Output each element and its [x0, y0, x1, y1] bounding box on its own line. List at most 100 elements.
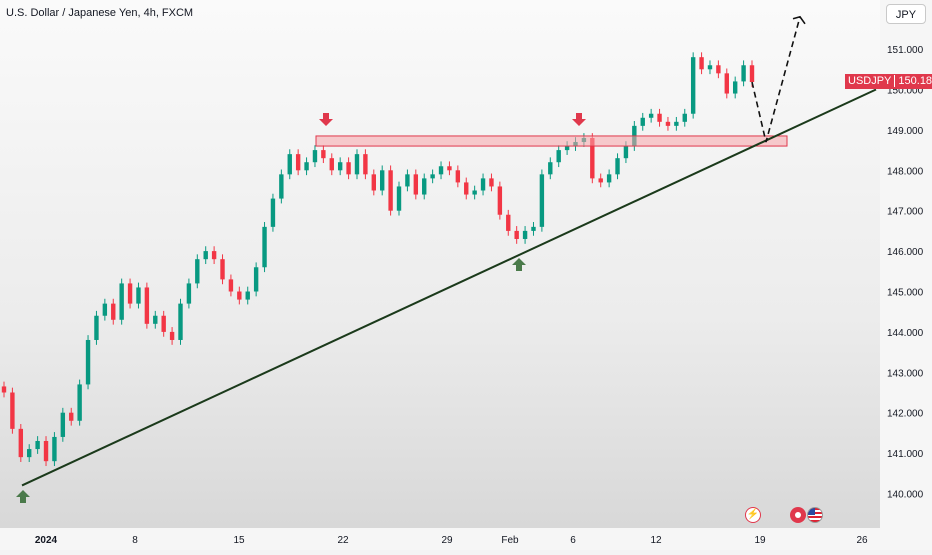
time-scale[interactable]: 2024 8 15 22 29 Feb 6 12 19 26	[0, 528, 932, 550]
candle-body	[119, 283, 124, 320]
candle-body	[102, 303, 108, 316]
up-arrow-icon	[512, 258, 526, 271]
candle-body	[211, 251, 217, 260]
y-tick-label: 143.000	[887, 368, 924, 379]
y-tick-label: 141.000	[887, 449, 924, 460]
y-tick-label: 150.000	[887, 86, 924, 97]
candle-body	[312, 150, 318, 163]
candle-body	[178, 303, 183, 340]
resistance-zone	[315, 135, 788, 147]
y-tick-label: 148.000	[887, 166, 924, 177]
projection-path	[751, 16, 801, 143]
candle-body	[464, 182, 469, 195]
y-tick-label: 140.000	[887, 490, 924, 501]
candle-body	[564, 146, 570, 151]
up-arrow-icon	[16, 490, 30, 503]
y-tick-label: 144.000	[887, 328, 924, 339]
candle-body	[346, 162, 351, 175]
price-axis: 140.000 141.000 142.000 143.000 144.000 145.0…	[887, 45, 924, 501]
candle-body	[623, 146, 629, 159]
x-tick-label: 2024	[35, 535, 58, 546]
candle-body	[497, 186, 503, 215]
x-tick-label: 8	[132, 535, 138, 546]
candle-body	[405, 174, 410, 187]
candle-body	[447, 166, 452, 171]
x-tick-label: 26	[856, 535, 868, 546]
candle-body	[60, 412, 66, 437]
candle-body	[287, 154, 292, 175]
candle-body	[136, 287, 141, 304]
last-price-label: 150.185	[898, 75, 932, 87]
candle-body	[195, 259, 200, 284]
x-tick-label: Feb	[501, 535, 519, 546]
candle-body	[690, 57, 696, 114]
candle-body	[279, 174, 284, 199]
y-tick-label: 147.000	[887, 207, 924, 218]
candle-body	[304, 162, 309, 171]
candle-body	[237, 291, 242, 300]
candle-body	[1, 386, 7, 393]
down-arrow-icon	[319, 113, 333, 126]
currency-button[interactable]: JPY	[886, 4, 926, 24]
candle-body	[657, 113, 662, 122]
candle-body	[169, 331, 175, 340]
candle-body	[522, 230, 528, 239]
flash-icon[interactable]: ⚡	[745, 507, 761, 523]
candle-body	[27, 449, 32, 458]
candle-body	[531, 226, 536, 231]
candle-body	[648, 113, 654, 118]
candle-body	[262, 226, 267, 268]
candle-body	[35, 440, 40, 450]
price-chart[interactable]	[0, 0, 880, 528]
candle-body	[94, 315, 99, 340]
candle-body	[455, 170, 461, 183]
us-flag-icon[interactable]	[807, 507, 823, 523]
candle-body	[732, 81, 738, 94]
chart-area[interactable]	[0, 0, 880, 528]
candle-body	[741, 65, 746, 82]
candle-body	[682, 113, 687, 122]
candle-body	[77, 384, 82, 421]
y-tick-label: 145.000	[887, 288, 924, 299]
candle-body	[472, 190, 477, 195]
x-tick-label: 15	[233, 535, 245, 546]
candle-body	[489, 178, 494, 187]
y-tick-label: 146.000	[887, 247, 924, 258]
candle-body	[556, 150, 561, 163]
projection-arrowhead	[792, 15, 806, 25]
record-icon[interactable]	[790, 507, 806, 523]
candle-body	[422, 178, 427, 195]
y-tick-label: 151.000	[887, 45, 924, 56]
candle-body	[337, 162, 343, 171]
candle-body	[321, 150, 326, 159]
candle-body	[85, 339, 91, 385]
candle-body	[388, 170, 393, 211]
candle-body	[43, 440, 49, 462]
candle-body	[270, 198, 276, 227]
candle-body	[724, 73, 729, 94]
candle-body	[363, 154, 368, 175]
x-tick-label: 22	[337, 535, 349, 546]
candle-body	[590, 137, 595, 179]
candle-body	[253, 267, 259, 292]
trendline	[21, 88, 877, 487]
candle-body	[111, 303, 116, 320]
candle-body	[380, 170, 385, 191]
candle-body	[220, 259, 225, 280]
candle-body	[707, 65, 713, 70]
candle-body	[716, 65, 721, 74]
candle-body	[396, 186, 402, 211]
candle-body	[186, 283, 192, 304]
x-tick-label: 6	[570, 535, 576, 546]
candle-body	[153, 315, 158, 324]
y-tick-label: 142.000	[887, 409, 924, 420]
candle-body	[295, 154, 301, 171]
candle-body	[674, 121, 679, 126]
candle-body	[514, 230, 519, 239]
candle-body	[413, 174, 419, 195]
x-tick-label: 29	[441, 535, 453, 546]
candle-body	[18, 428, 24, 458]
candle-body	[548, 162, 553, 175]
candle-body	[203, 251, 208, 260]
